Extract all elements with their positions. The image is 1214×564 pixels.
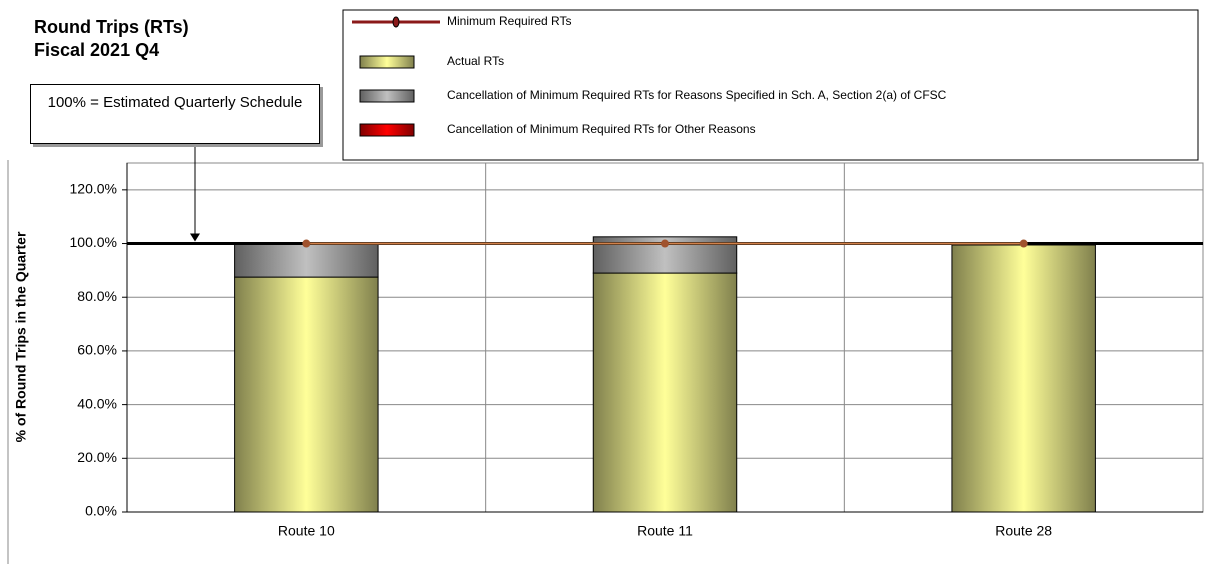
x-tick-label: Route 11: [637, 523, 693, 539]
line-marker: [661, 239, 669, 248]
legend-swatch: [359, 55, 415, 69]
bar-segment: [592, 272, 738, 513]
callout-arrowhead: [190, 233, 200, 242]
line-marker: [302, 239, 311, 248]
y-tick-label: 40.0%: [77, 395, 117, 411]
legend-label: Minimum Required RTs: [447, 14, 571, 28]
bar-segment: [234, 276, 379, 513]
x-tick-label: Route 10: [278, 523, 335, 539]
y-axis-label: % of Round Trips in the Quarter: [13, 231, 29, 442]
bar-segment: [951, 244, 1096, 513]
chart-subtitle: Fiscal 2021 Q4: [34, 40, 160, 60]
y-tick-label: 0.0%: [85, 503, 117, 519]
legend-box: [342, 9, 1199, 161]
y-tick-label: 100.0%: [70, 234, 117, 250]
legend-swatch: [359, 123, 415, 137]
y-tick-label: 20.0%: [77, 449, 117, 465]
legend-label: Cancellation of Minimum Required RTs for…: [447, 122, 756, 136]
reference-callout: 100% = Estimated Quarterly Schedule: [30, 84, 320, 144]
legend-label: Actual RTs: [447, 54, 504, 68]
y-tick-label: 60.0%: [77, 342, 117, 358]
line-marker: [1019, 239, 1028, 248]
legend-swatch: [359, 89, 415, 103]
chart-title: Round Trips (RTs): [34, 17, 189, 37]
bar-segment: [234, 243, 379, 278]
y-tick-label: 120.0%: [70, 181, 117, 197]
y-tick-label: 80.0%: [77, 288, 117, 304]
legend-label: Cancellation of Minimum Required RTs for…: [447, 88, 947, 102]
x-tick-label: Route 28: [995, 523, 1052, 539]
legend-marker: [392, 16, 400, 28]
